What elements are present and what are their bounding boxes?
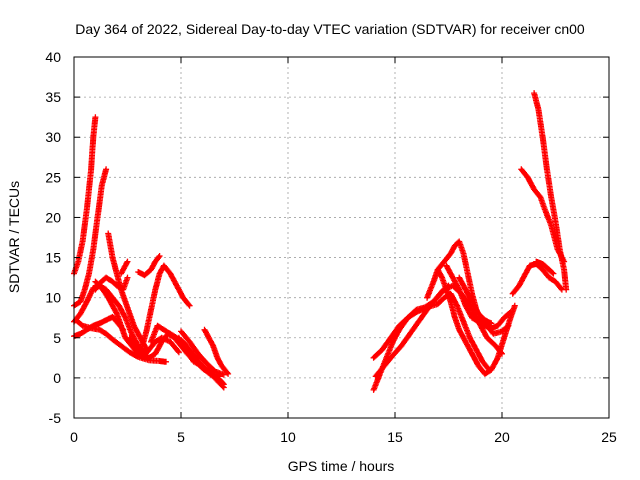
series-arc-v bbox=[424, 266, 518, 377]
series-arc-i bbox=[118, 258, 131, 277]
series-arc-y bbox=[509, 261, 565, 297]
series-arc-o bbox=[175, 334, 223, 380]
y-tick-label: 10 bbox=[45, 290, 61, 306]
x-tick-label: 15 bbox=[387, 429, 403, 445]
y-tick-label: 20 bbox=[45, 209, 61, 225]
chart-title: Day 364 of 2022, Sidereal Day-to-day VTE… bbox=[75, 21, 585, 37]
y-tick-label: -5 bbox=[49, 410, 62, 426]
data-series bbox=[71, 90, 570, 393]
x-tick-label: 5 bbox=[177, 429, 185, 445]
plot-frame bbox=[73, 56, 610, 419]
series-arc-q bbox=[178, 328, 227, 378]
y-tick-label: 30 bbox=[45, 129, 61, 145]
series-arc-s bbox=[370, 290, 493, 373]
y-axis-label: SDTVAR / TECUs bbox=[6, 181, 22, 293]
x-tick-label: 10 bbox=[280, 429, 296, 445]
y-tick-label: 0 bbox=[53, 370, 61, 386]
series-arc-k bbox=[139, 262, 193, 349]
series-arc-x bbox=[456, 274, 495, 327]
axis-ticks: 0 5 10 15 20 25 -5 0 5 10 15 20 25 30 35 40 bbox=[45, 49, 617, 445]
y-tick-label: 35 bbox=[45, 89, 61, 105]
x-tick-label: 20 bbox=[494, 429, 510, 445]
series-arc-aa bbox=[531, 90, 570, 293]
series-arc-n bbox=[139, 334, 182, 361]
series-arc-g bbox=[92, 278, 148, 360]
series-arc-w bbox=[443, 262, 514, 332]
x-tick-label: 0 bbox=[70, 429, 78, 445]
series-arc-j bbox=[135, 253, 163, 279]
y-tick-label: 15 bbox=[45, 250, 61, 266]
grid-lines bbox=[74, 57, 609, 418]
y-tick-label: 5 bbox=[53, 330, 61, 346]
x-axis-label: GPS time / hours bbox=[288, 458, 395, 474]
series-arc-h bbox=[92, 274, 131, 293]
series-arc-p bbox=[201, 326, 232, 377]
series-arc-bb bbox=[533, 258, 557, 277]
y-tick-label: 40 bbox=[45, 49, 61, 65]
x-tick-label: 25 bbox=[601, 429, 617, 445]
y-tick-label: 25 bbox=[45, 169, 61, 185]
